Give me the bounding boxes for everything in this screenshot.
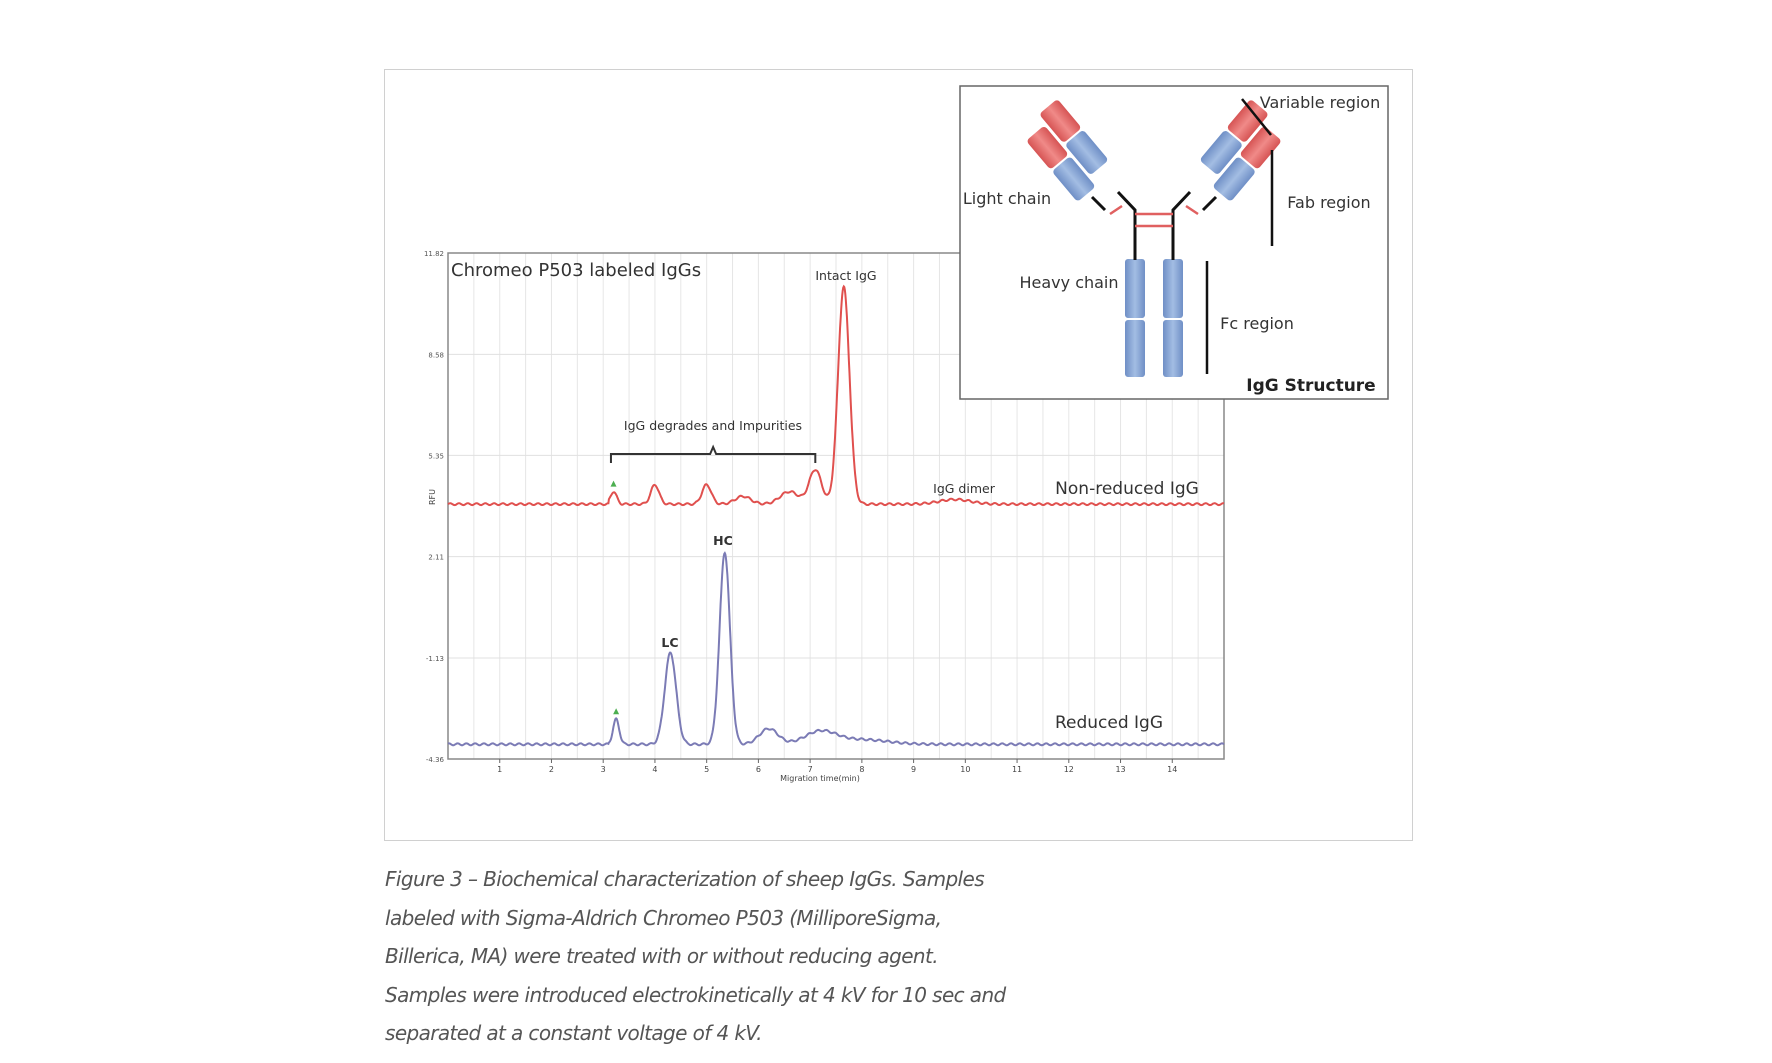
y-tick-label: -1.13 (426, 655, 444, 663)
y-tick-label: 8.58 (428, 351, 444, 359)
x-tick-label: 6 (756, 765, 761, 774)
y-tick-label: 2.11 (428, 554, 444, 562)
x-axis-label: Migration time(min) (780, 774, 860, 783)
x-tick-label: 5 (704, 765, 709, 774)
heavy-chain-lines (1090, 190, 1218, 260)
igg-structure-inset: Variable region Fab region Fc region Lig… (959, 85, 1389, 400)
variable-region-label: Variable region (1260, 93, 1380, 112)
y-tick-label: 5.35 (428, 452, 444, 460)
y-tick-label: 11.82 (424, 250, 444, 258)
x-tick-label: 11 (1012, 765, 1022, 774)
series-line-reduced-igg (447, 551, 1225, 747)
series-line-non-reduced-igg (447, 284, 1225, 507)
fc-region-label: Fc region (1220, 314, 1294, 333)
fc-domains (1125, 259, 1183, 377)
x-tick-label: 12 (1064, 765, 1074, 774)
hc-label: HC (713, 533, 733, 548)
caption-line: labeled with Sigma-Aldrich Chromeo P503 … (385, 905, 942, 930)
marker-peak-icon (610, 480, 617, 487)
reduced-label: Reduced IgG (1055, 713, 1163, 733)
caption-line: separated at a constant voltage of 4 kV. (385, 1021, 762, 1046)
x-tick-label: 1 (497, 765, 502, 774)
heavy-chain-label: Heavy chain (1019, 273, 1118, 292)
degrades-label: IgG degrades and Impurities (624, 418, 802, 433)
antibody-diagram (1027, 98, 1281, 377)
lc-label: LC (661, 635, 678, 650)
x-tick-label: 10 (960, 765, 970, 774)
x-tick-label: 2 (549, 765, 554, 774)
fab-arm-left (1027, 100, 1108, 201)
region-brackets (1205, 98, 1274, 374)
x-tick-label: 3 (601, 765, 606, 774)
x-tick-label: 14 (1167, 765, 1177, 774)
caption-line: Samples were introduced electrokinetical… (385, 982, 1006, 1007)
disulfide-bonds (1109, 204, 1199, 228)
chart-title: Chromeo P503 labeled IgGs (451, 260, 701, 281)
inset-title: IgG Structure (1246, 376, 1375, 396)
x-tick-label: 7 (808, 765, 813, 774)
x-tick-label: 9 (911, 765, 916, 774)
x-tick-label: 8 (859, 765, 864, 774)
marker-peak-icon (613, 708, 620, 715)
light-chain-label: Light chain (963, 189, 1051, 208)
fab-region-label: Fab region (1287, 193, 1370, 212)
figure-caption: Figure 3 – Biochemical characterization … (385, 860, 1085, 1053)
degrades-bracket (609, 444, 817, 463)
chromatogram: 11.828.585.352.11-1.13-4.361 2 3 4 5 6 7 8 9 10 11… (424, 250, 1225, 783)
y-axis-label: RFU (428, 489, 437, 505)
x-tick-label: 13 (1115, 765, 1125, 774)
y-tick-label: -4.36 (426, 756, 445, 764)
plot-border (447, 252, 1225, 760)
x-tick-label: 4 (652, 765, 657, 774)
caption-line: Figure 3 – Biochemical characterization … (385, 867, 985, 891)
non-reduced-label: Non-reduced IgG (1055, 479, 1199, 499)
igg-dimer-label: IgG dimer (933, 481, 996, 496)
caption-line: Billerica, MA) were treated with or with… (385, 944, 939, 969)
intact-igg-label: Intact IgG (815, 268, 876, 283)
fab-arm-right (1200, 100, 1281, 201)
